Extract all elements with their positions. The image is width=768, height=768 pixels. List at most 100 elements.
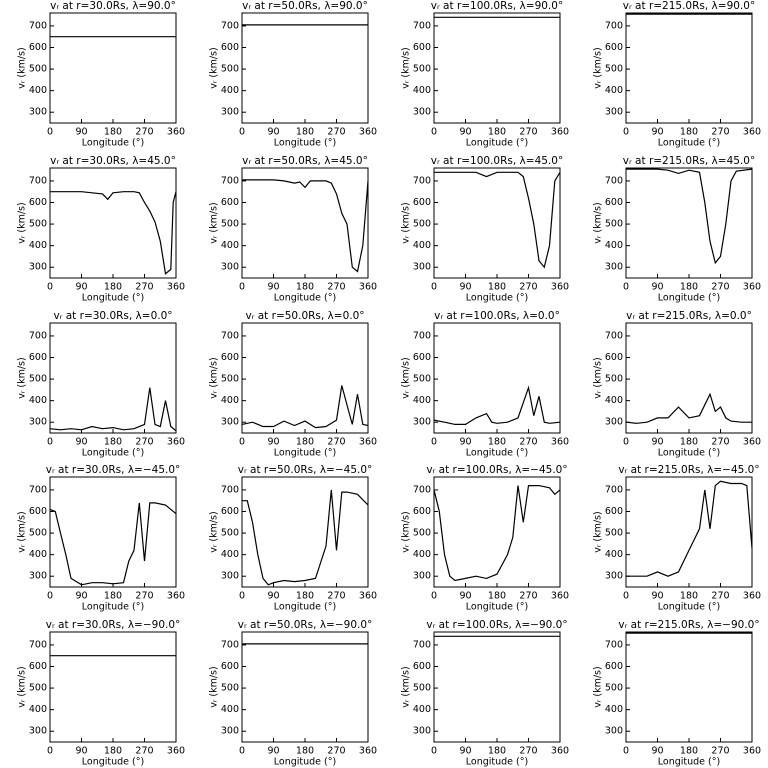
panel: vᵣ at r=50.0Rs, λ=−90.0° 0 90 180 270 360 300 4… [209,619,378,768]
plot-frame [49,12,177,124]
x-tick-label: 180 [104,127,122,138]
x-tick-label: 0 [47,437,53,448]
y-tick-label: 400 [605,549,623,560]
line [625,392,752,424]
x-tick-label: 90 [75,437,87,448]
y-tick-label: 400 [29,395,47,406]
y-tick-label: 700 [413,484,431,495]
panel-title: vᵣ at r=215.0Rs, λ=45.0° [623,155,755,167]
y-tick-label: 500 [605,219,623,230]
x-tick-label: 270 [327,746,345,757]
panel-title: vᵣ at r=100.0Rs, λ=45.0° [431,155,563,167]
x-tick-label: 270 [711,282,729,293]
plot-frame [625,12,753,124]
y-tick-label: 400 [29,704,47,715]
x-tick-label: 360 [167,437,185,448]
y-tick-label: 700 [221,330,239,341]
y-tick-label: 500 [605,683,623,694]
y-tick-label: 500 [221,64,239,75]
x-tick-label: 180 [104,591,122,602]
x-tick-label: 90 [651,591,663,602]
y-tick-label: 600 [605,42,623,53]
y-tick-label: 400 [413,395,431,406]
y-tick-label: 700 [605,330,623,341]
y-tick-label: 400 [605,85,623,96]
x-tick-label: 270 [327,591,345,602]
y-tick-label: 300 [413,571,431,582]
x-tick-label: 0 [239,437,245,448]
x-tick-label: 0 [431,437,437,448]
panel: vᵣ at r=100.0Rs, λ=−45.0° 0 90 180 270 360 300… [401,464,570,613]
y-tick-label: 700 [29,639,47,650]
x-tick-label: 90 [459,746,471,757]
x-tick-label: 360 [359,746,377,757]
y-axis-label: vᵣ (km/s) [401,47,412,88]
y-tick-label: 300 [221,262,239,273]
x-tick-label: 270 [135,746,153,757]
y-tick-label: 600 [29,506,47,517]
x-tick-label: 90 [651,282,663,293]
x-tick-label: 360 [359,437,377,448]
y-tick-label: 700 [413,20,431,31]
line [49,502,177,586]
line [242,179,369,273]
x-tick-label: 180 [488,437,506,448]
y-tick-label: 300 [413,417,431,428]
plot-frame [433,322,561,434]
x-tick-label: 0 [47,746,53,757]
y-tick-label: 500 [413,64,431,75]
x-tick-label: 90 [651,437,663,448]
x-tick-label: 0 [431,127,437,138]
y-tick-label: 300 [605,571,623,582]
x-axis-label: Longitude (°) [82,757,144,768]
y-tick-label: 600 [605,661,623,672]
x-tick-label: 180 [296,437,314,448]
x-tick-label: 360 [743,127,761,138]
y-tick-label: 300 [221,107,239,118]
x-axis-label: Longitude (°) [82,448,144,459]
y-tick-label: 400 [29,85,47,96]
panel: vᵣ at r=215.0Rs, λ=0.0° 0 90 180 270 360 300 40… [593,310,762,459]
x-tick-label: 180 [488,282,506,293]
panel: vᵣ at r=100.0Rs, λ=0.0° 0 90 180 270 360 300 40… [401,310,570,459]
x-tick-label: 90 [267,282,279,293]
plot-frame [433,12,561,124]
y-tick-label: 500 [29,528,47,539]
panel: vᵣ at r=215.0Rs, λ=−90.0° 0 90 180 270 360 300… [593,619,762,768]
y-axis-label: vᵣ (km/s) [593,666,604,707]
y-tick-label: 700 [29,20,47,31]
x-axis-label: Longitude (°) [274,757,336,768]
x-tick-label: 90 [75,282,87,293]
y-tick-label: 300 [221,571,239,582]
y-tick-label: 400 [605,704,623,715]
y-tick-label: 700 [221,20,239,31]
y-tick-label: 400 [605,395,623,406]
y-tick-label: 500 [29,683,47,694]
x-tick-label: 0 [431,746,437,757]
x-tick-label: 270 [327,282,345,293]
y-axis-label: vᵣ (km/s) [593,47,604,88]
y-tick-label: 700 [221,175,239,186]
y-axis-label: vᵣ (km/s) [593,511,604,552]
x-tick-label: 180 [296,127,314,138]
y-tick-label: 300 [605,726,623,737]
y-tick-label: 700 [29,330,47,341]
y-tick-label: 500 [413,219,431,230]
y-tick-label: 500 [413,374,431,385]
x-tick-label: 270 [711,591,729,602]
x-tick-label: 270 [327,127,345,138]
x-tick-label: 360 [551,437,569,448]
x-axis-label: Longitude (°) [466,138,528,149]
x-tick-label: 90 [459,282,471,293]
x-tick-label: 270 [519,591,537,602]
y-axis-label: vᵣ (km/s) [17,357,28,398]
x-tick-label: 90 [459,127,471,138]
x-tick-label: 360 [167,746,185,757]
x-tick-label: 270 [519,437,537,448]
x-tick-label: 90 [75,127,87,138]
panel: vᵣ at r=215.0Rs, λ=90.0° 0 90 180 270 360 300 4… [593,0,762,149]
y-tick-label: 500 [413,683,431,694]
plot-frame [49,322,177,434]
x-tick-label: 270 [519,127,537,138]
panel: vᵣ at r=30.0Rs, λ=−45.0° 0 90 180 270 360 300 4… [17,464,186,613]
